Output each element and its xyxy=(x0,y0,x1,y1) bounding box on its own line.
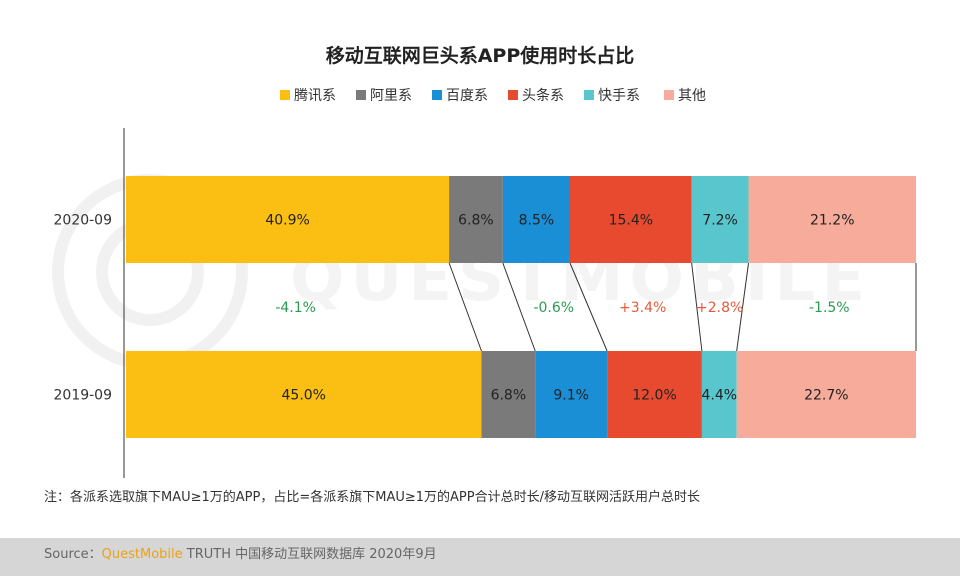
source-line: Source：QuestMobile TRUTH 中国移动互联网数据库 2020… xyxy=(44,546,437,562)
legend-swatch-4 xyxy=(584,90,594,100)
legend: 腾讯系 阿里系 百度系 头条系 快手系 其他 xyxy=(280,87,706,104)
bar-2019-09-5 xyxy=(736,351,916,438)
footnote: 注：各派系选取旗下MAU≥1万的APP，占比=各派系旗下MAU≥1万的APP合计… xyxy=(44,489,700,505)
bars: 40.9% 6.8% 8.5% 15.4% 7.2% 21.2% 45.0% 6.8% 9.1%… xyxy=(126,176,916,438)
connector-0 xyxy=(448,262,482,352)
change-labels: -4.1% -0.6% +3.4% +2.8% -1.5% xyxy=(275,300,849,316)
footer-bar xyxy=(0,538,960,576)
bar-2020-09-1 xyxy=(449,176,503,263)
legend-label-2: 百度系 xyxy=(446,88,488,104)
category-label-0: 2020-09 xyxy=(54,213,113,229)
bar-label-2020-09-1: 6.8% xyxy=(458,213,494,229)
bar-label-2019-09-2: 9.1% xyxy=(553,388,589,404)
legend-swatch-3 xyxy=(508,90,518,100)
bar-2019-09-0 xyxy=(126,351,482,438)
legend-label-4: 快手系 xyxy=(598,88,640,104)
connector-2 xyxy=(569,262,608,352)
bar-2020-09-2 xyxy=(502,176,570,263)
bar-2019-09-2 xyxy=(535,351,608,438)
bar-2019-09-4 xyxy=(701,351,737,438)
bar-label-2020-09-3: 15.4% xyxy=(609,213,653,229)
bar-label-2020-09-4: 7.2% xyxy=(702,213,738,229)
legend-swatch-2 xyxy=(432,90,442,100)
category-labels: 2020-09 2019-09 xyxy=(54,213,113,404)
bar-label-2019-09-0: 45.0% xyxy=(282,388,326,404)
bar-label-2019-09-3: 12.0% xyxy=(632,388,676,404)
source-prefix: Source： xyxy=(44,547,102,562)
connector-3 xyxy=(691,262,703,352)
bar-label-2019-09-4: 4.4% xyxy=(702,388,738,404)
legend-label-5: 其他 xyxy=(678,88,706,104)
legend-swatch-0 xyxy=(280,90,290,100)
category-label-1: 2019-09 xyxy=(54,388,113,404)
connector-4 xyxy=(736,262,750,352)
legend-label-1: 阿里系 xyxy=(370,88,412,104)
legend-label-3: 头条系 xyxy=(522,87,564,104)
change-label-4: +2.8% xyxy=(696,300,743,316)
change-label-2: -0.6% xyxy=(533,300,574,316)
bar-2020-09-4 xyxy=(691,176,749,263)
legend-swatch-5 xyxy=(664,90,674,100)
chart-title: 移动互联网巨头系APP使用时长占比 xyxy=(326,44,635,67)
change-label-3: +3.4% xyxy=(619,300,666,316)
source-rest: TRUTH 中国移动互联网数据库 2020年9月 xyxy=(183,546,437,562)
bar-label-2019-09-1: 6.8% xyxy=(491,388,527,404)
change-label-5: -1.5% xyxy=(809,300,850,316)
bar-2020-09-0 xyxy=(126,176,450,263)
connector-lines xyxy=(448,262,917,352)
bar-2020-09-3 xyxy=(569,176,692,263)
bar-2019-09-1 xyxy=(481,351,536,438)
bar-2020-09-5 xyxy=(748,176,916,263)
source-brand: QuestMobile xyxy=(102,547,183,562)
bar-label-2020-09-5: 21.2% xyxy=(810,213,854,229)
legend-swatch-1 xyxy=(356,90,366,100)
bar-label-2019-09-5: 22.7% xyxy=(804,388,848,404)
legend-label-0: 腾讯系 xyxy=(294,87,336,104)
bar-2019-09-3 xyxy=(607,351,702,438)
change-label-0: -4.1% xyxy=(275,300,316,316)
connector-1 xyxy=(502,262,536,352)
bar-label-2020-09-0: 40.9% xyxy=(265,213,309,229)
bar-label-2020-09-2: 8.5% xyxy=(519,213,555,229)
